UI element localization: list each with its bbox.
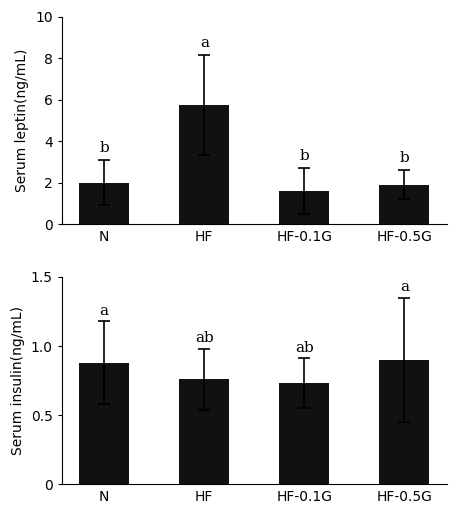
Text: b: b	[99, 141, 109, 154]
Text: ab: ab	[195, 331, 213, 346]
Bar	[179, 379, 229, 484]
Text: b: b	[399, 151, 409, 165]
Text: a: a	[200, 36, 209, 50]
Text: a: a	[100, 304, 109, 318]
Bar	[179, 105, 229, 224]
Bar	[79, 182, 129, 224]
Bar	[79, 363, 129, 484]
Text: a: a	[400, 280, 409, 294]
Text: ab: ab	[295, 341, 314, 355]
Bar	[279, 191, 329, 224]
Bar	[379, 360, 430, 484]
Bar	[379, 185, 430, 224]
Y-axis label: Serum insulin(ng/mL): Serum insulin(ng/mL)	[11, 306, 25, 455]
Bar	[279, 383, 329, 484]
Y-axis label: Serum leptin(ng/mL): Serum leptin(ng/mL)	[16, 48, 29, 192]
Text: b: b	[300, 149, 309, 163]
